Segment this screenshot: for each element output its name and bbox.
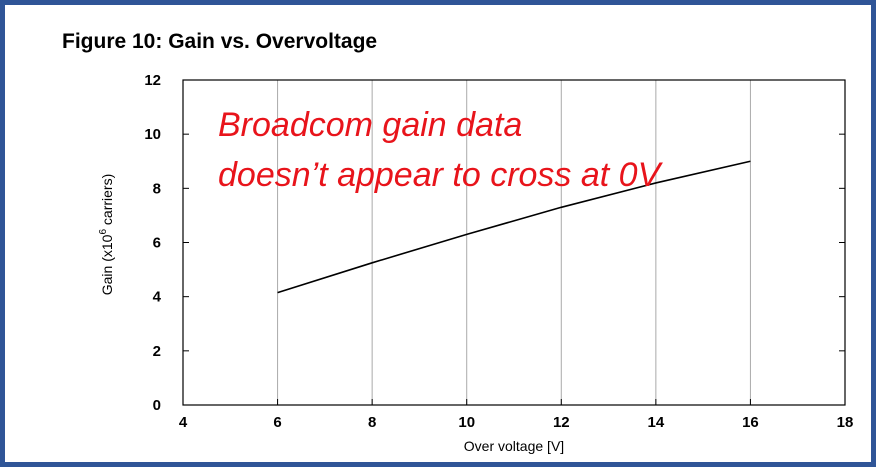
series-line	[277, 160, 751, 294]
x-tick-label: 14	[648, 414, 665, 431]
y-tick-label: 12	[144, 72, 161, 89]
chart-title: Figure 10: Gain vs. Overvoltage	[62, 30, 377, 53]
y-axis-label: Gain (x106 carriers)	[98, 174, 115, 296]
y-tick-label: 8	[153, 180, 161, 197]
y-axis-label-sup: 6	[98, 229, 109, 235]
plot-frame	[182, 79, 846, 406]
x-tick-label: 16	[742, 414, 759, 431]
x-tick-label: 12	[553, 414, 570, 431]
x-tick-label: 18	[837, 414, 854, 431]
annotation: Broadcom gain data	[218, 106, 522, 144]
x-tick-label: 8	[368, 414, 376, 431]
y-axis-label-part: carriers)	[99, 174, 115, 229]
y-tick-label: 6	[153, 235, 161, 252]
y-tick-label: 10	[144, 126, 161, 143]
x-tick-label: 4	[179, 414, 188, 431]
y-axis-label-part: Gain (x10	[99, 234, 115, 295]
x-tick-label: 10	[458, 414, 475, 431]
x-tick-label: 6	[273, 414, 281, 431]
y-tick-label: 0	[153, 397, 161, 414]
y-tick-label: 4	[153, 289, 162, 306]
x-axis-label: Over voltage [V]	[464, 438, 564, 454]
y-tick-label: 2	[153, 343, 161, 360]
annotation: doesn’t appear to cross at 0V	[218, 156, 664, 194]
